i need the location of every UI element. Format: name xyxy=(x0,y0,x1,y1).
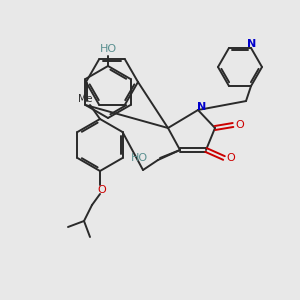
Text: Me: Me xyxy=(78,94,92,104)
Text: O: O xyxy=(236,120,244,130)
Text: N: N xyxy=(197,102,207,112)
Text: HO: HO xyxy=(131,153,148,163)
Text: N: N xyxy=(248,39,256,49)
Text: HO: HO xyxy=(99,44,117,54)
Text: O: O xyxy=(98,185,106,195)
Text: O: O xyxy=(226,153,236,163)
